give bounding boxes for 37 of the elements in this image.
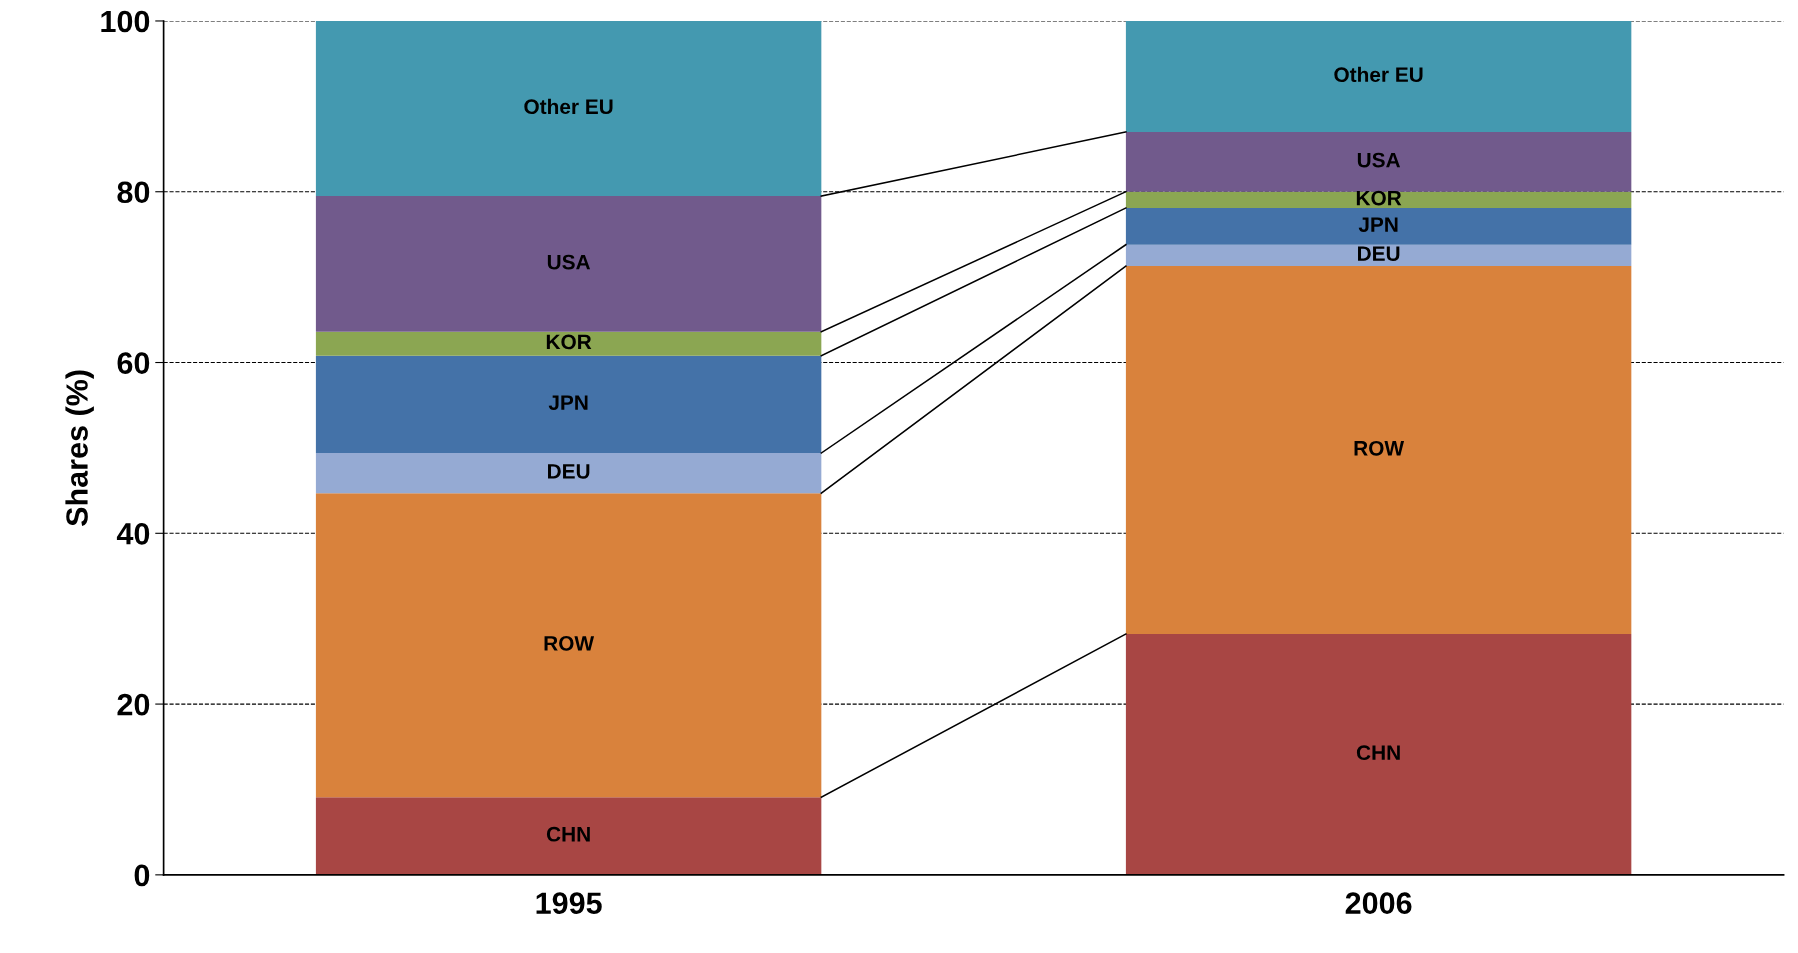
text: KOR: [546, 334, 592, 350]
y-tick-label: 20: [117, 693, 150, 716]
series-label: ROW: [544, 636, 595, 651]
x-tick-label: 2006: [1345, 892, 1412, 914]
x-tick-label: 1995: [536, 892, 602, 914]
series-label: JPN: [1358, 217, 1398, 232]
bar: [315, 196, 822, 332]
text: CHN: [1356, 745, 1400, 761]
y-tick-label: 80: [117, 181, 150, 204]
text: JPN: [548, 395, 588, 410]
bar: [1125, 244, 1632, 267]
bar: [315, 20, 822, 197]
bar: [315, 355, 822, 454]
bar: [315, 493, 822, 798]
bar: [1125, 20, 1632, 132]
text: ROW: [1354, 440, 1405, 456]
y-tick-label: 100: [101, 10, 150, 33]
y-tick-label: 40: [116, 523, 150, 545]
bar: [1125, 191, 1632, 208]
series-label: DEU: [1358, 246, 1400, 261]
bar: [1125, 207, 1632, 245]
bar: [315, 797, 822, 875]
bar: [1125, 634, 1632, 875]
bar: [1125, 266, 1632, 635]
text: DEU: [548, 464, 590, 479]
series-label: KOR: [1356, 190, 1402, 206]
bar: [315, 331, 822, 356]
y-tick-label: 60: [117, 352, 150, 374]
series-label: USA: [1357, 152, 1401, 168]
bar: [315, 453, 822, 494]
series-label: CHN: [546, 826, 590, 842]
series-label: Other EU: [1334, 66, 1423, 83]
text: USA: [547, 254, 591, 270]
y-axis-title: Shares (%): [65, 370, 94, 526]
bar: [1125, 131, 1632, 192]
y-tick-label: 0: [134, 864, 150, 887]
text: Other EU: [524, 98, 613, 115]
